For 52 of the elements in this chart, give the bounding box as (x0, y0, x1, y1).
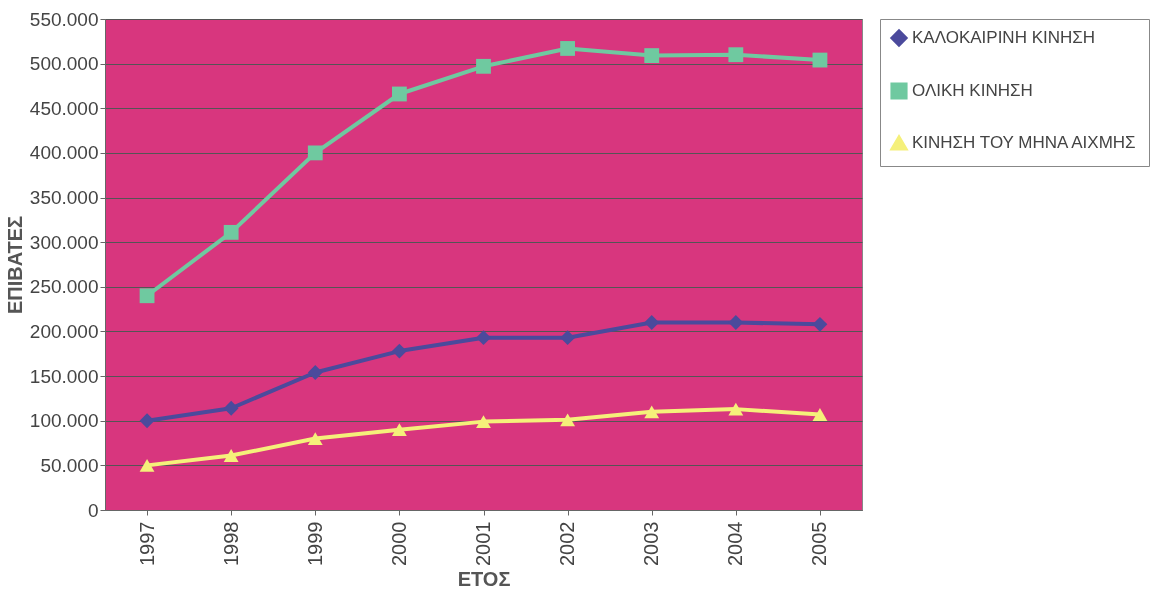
point (644, 405, 660, 419)
y-tick-label: 450.000 (29, 97, 99, 119)
point (307, 365, 323, 380)
y-axis-title: ΕΠΙΒΑΤΕΣ (3, 215, 26, 315)
y-tick-label: 400.000 (29, 142, 99, 164)
y-tick-label: 350.000 (29, 187, 99, 209)
x-axis-title: ΕΤΟΣ (457, 567, 511, 590)
y-tick-label: 250.000 (29, 276, 99, 298)
y-tick-label: 150.000 (29, 365, 99, 387)
y-tick-label: 0 (87, 499, 99, 521)
point (812, 408, 828, 421)
point (139, 288, 155, 304)
point (139, 413, 155, 429)
point (223, 400, 239, 416)
y-tick-label: 50.000 (40, 454, 99, 476)
x-tick-label: 2002 (556, 521, 579, 566)
point (391, 343, 407, 359)
point (728, 315, 744, 330)
point (644, 315, 660, 330)
y-tick-label: 300.000 (29, 231, 99, 253)
point (728, 402, 744, 416)
point (307, 145, 323, 161)
y-tick-label: 200.000 (29, 320, 99, 342)
point (560, 413, 576, 427)
point (223, 449, 239, 462)
point (560, 330, 576, 346)
point (560, 41, 576, 56)
x-tick-label: 2004 (724, 521, 747, 566)
y-tick-label: 550.000 (29, 8, 99, 30)
x-tick-label: 2005 (808, 521, 831, 566)
x-tick-label: 2001 (472, 521, 494, 566)
point (139, 458, 155, 472)
point (307, 432, 323, 445)
point (644, 48, 660, 64)
y-tick-label: 500.000 (29, 53, 99, 75)
legend-label: ΚΙΝΗΣΗ ΤΟΥ ΜΗΝΑ ΑΙΧΜΗΣ (912, 133, 1136, 152)
x-tick-label: 1997 (135, 521, 158, 566)
point (391, 423, 407, 437)
x-tick-label: 1999 (303, 521, 326, 566)
point (476, 415, 491, 429)
point (728, 47, 744, 63)
point (391, 86, 407, 102)
point (223, 224, 239, 240)
point (476, 58, 491, 74)
legend-label: ΟΛΙΚΗ ΚΙΝΗΣΗ (912, 81, 1033, 100)
x-tick-label: 2000 (387, 521, 410, 566)
x-tick-label: 2003 (640, 521, 663, 566)
x-tick-label: 1998 (219, 521, 242, 566)
legend-label: ΚΑΛΟΚΑΙΡΙΝΗ ΚΙΝΗΣΗ (912, 28, 1096, 47)
y-tick-label: 100.000 (29, 410, 99, 432)
point (812, 316, 828, 332)
point (476, 330, 491, 346)
